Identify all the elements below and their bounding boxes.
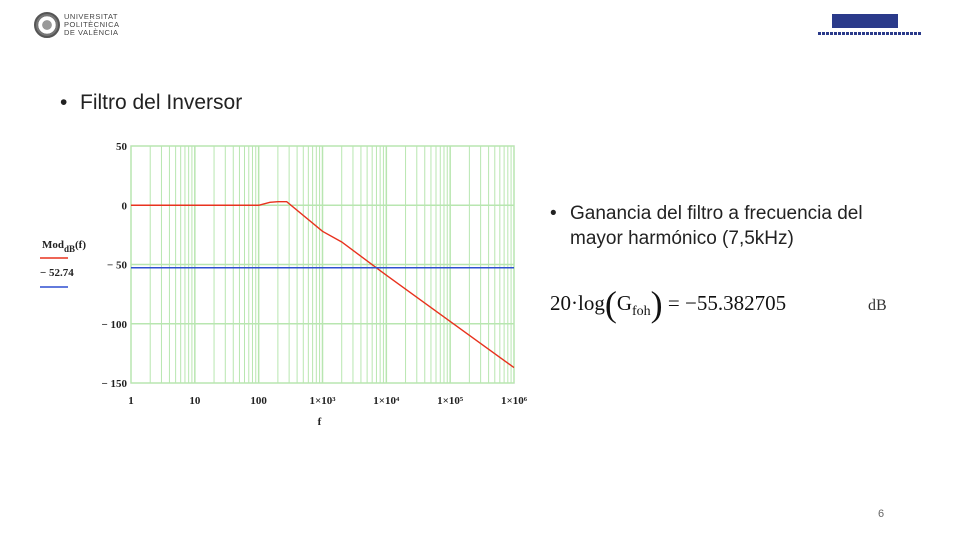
y-tick-label: − 150 xyxy=(101,378,127,390)
x-axis-label: f xyxy=(318,416,322,428)
page-number: 6 xyxy=(878,508,885,520)
logo-line: POLITÈCNICA xyxy=(64,20,120,29)
eq-sub: foh xyxy=(632,304,651,320)
y-tick-label: 50 xyxy=(116,141,128,153)
x-tick-label: 1×10⁶ xyxy=(501,395,528,407)
logo-seal xyxy=(34,12,60,38)
legend-label: − 52.74 xyxy=(40,267,74,279)
x-tick-label: 1×10⁴ xyxy=(373,395,400,407)
logo-line: DE VALÈNCIA xyxy=(64,28,119,37)
x-tick-label: 10 xyxy=(189,395,201,407)
logo-school xyxy=(818,14,922,35)
paren: ) xyxy=(650,284,663,324)
paren: ( xyxy=(604,284,617,324)
logo-upv: UNIVERSITAT POLITÈCNICA DE VALÈNCIA xyxy=(34,12,120,38)
y-tick-label: − 50 xyxy=(107,260,128,272)
legend-sub: dB xyxy=(64,244,75,254)
equation: 20·log(Gfoh) = −55.382705 dB xyxy=(550,283,887,325)
eq-right: = −55.382705 xyxy=(667,291,787,315)
eq-symbol: G xyxy=(616,291,632,315)
legend-arg: (f) xyxy=(75,239,86,251)
y-tick-label: − 100 xyxy=(101,319,127,331)
x-tick-label: 100 xyxy=(250,395,267,407)
series-line xyxy=(131,200,515,369)
logo-line: UNIVERSITAT xyxy=(64,12,118,21)
eq-unit: dB xyxy=(868,297,887,314)
y-tick-label: 0 xyxy=(122,200,128,212)
legend-label: ModdB(f) xyxy=(42,239,86,254)
bullet: Ganancia del filtro a frecuencia del may… xyxy=(550,201,900,251)
legend-name: Mod xyxy=(42,239,64,251)
bullet: Filtro del Inversor xyxy=(60,91,242,115)
x-tick-label: 1 xyxy=(128,395,134,407)
x-tick-label: 1×10³ xyxy=(309,395,336,407)
logo-text: UNIVERSITAT POLITÈCNICA DE VALÈNCIA xyxy=(64,13,120,37)
x-tick-label: 1×10⁵ xyxy=(437,395,464,407)
eq-left: 20·log xyxy=(550,291,605,315)
